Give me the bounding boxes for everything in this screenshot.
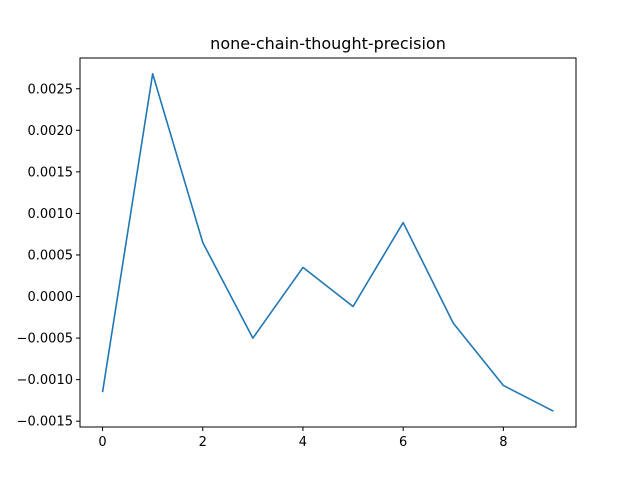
y-tick-label: −0.0010 — [17, 373, 73, 388]
x-tick-label: 0 — [98, 435, 106, 450]
plot-frame — [79, 57, 577, 428]
x-tick-label: 6 — [399, 435, 407, 450]
series-layer — [101, 72, 554, 412]
y-tick-label: 0.0025 — [28, 82, 74, 97]
x-tick-label: 4 — [299, 435, 307, 450]
y-tick-label: 0.0015 — [28, 165, 74, 180]
y-axis: −0.0015 −0.0010 −0.0005 0.0000 0.0005 0.0010 0… — [17, 82, 80, 430]
x-tick-label: 2 — [199, 435, 207, 450]
y-tick-label: −0.0005 — [17, 332, 73, 347]
y-tick-label: 0.0020 — [28, 124, 74, 139]
chart-title: none-chain-thought-precision — [210, 34, 446, 53]
y-tick-label: 0.0005 — [28, 248, 74, 263]
y-tick-label: −0.0015 — [17, 415, 73, 430]
y-tick-label: 0.0010 — [28, 207, 74, 222]
x-tick-label: 8 — [499, 435, 507, 450]
y-tick-label: 0.0000 — [28, 290, 74, 305]
series-line — [101, 72, 554, 412]
x-axis: 0 2 4 6 8 — [98, 427, 507, 450]
